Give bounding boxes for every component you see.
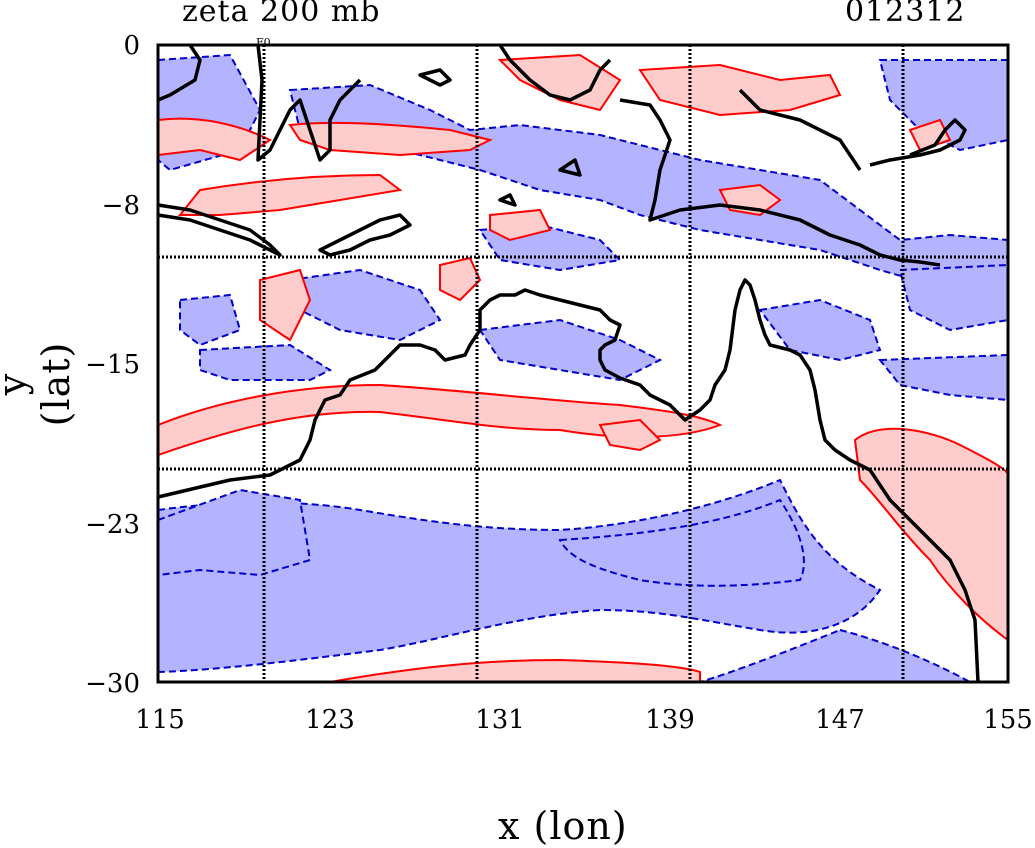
- positive-region-middle-1: [259, 268, 312, 342]
- plot-frame: [156, 43, 1010, 684]
- positive-region-north-1: [288, 121, 493, 157]
- y-tick-minus-23: −23: [85, 510, 140, 540]
- positive-region-north-6: [489, 208, 552, 242]
- negative-region-east-2: [877, 353, 1008, 402]
- negative-region-middle-4: [478, 318, 663, 382]
- y-tick-minus-15: −15: [85, 350, 140, 380]
- y-tick-minus-30: −30: [85, 669, 140, 699]
- station-marker: F0: [256, 36, 271, 49]
- negative-region-east-1: [898, 263, 1008, 332]
- positive-region-northwest: [158, 117, 272, 162]
- positive-region-middle-3: [598, 418, 662, 452]
- x-tick-123: 123: [305, 705, 355, 735]
- y-tick-0: 0: [123, 31, 140, 61]
- y-tick-minus-8: −8: [102, 191, 140, 221]
- x-tick-147: 147: [815, 705, 865, 735]
- negative-region-middle-5: [758, 298, 882, 362]
- x-axis-label: x (lon): [498, 804, 628, 848]
- negative-region-southwest: [158, 488, 312, 577]
- x-tick-139: 139: [645, 705, 695, 735]
- map-title: zeta 200 mb: [182, 0, 381, 29]
- x-tick-labels: 115 123 131 139 147 155: [135, 705, 1033, 735]
- new-guinea-coastline: [619, 98, 941, 267]
- y-axis-label: y (lat): [0, 341, 78, 427]
- x-tick-115: 115: [135, 705, 185, 735]
- positive-region-east: [853, 427, 1008, 642]
- new-britain-coastline: [869, 118, 967, 167]
- y-tick-labels: 0 −8 −15 −23 −30: [85, 31, 140, 699]
- halmahera-coastline: [498, 44, 612, 102]
- coastlines: [157, 44, 980, 683]
- islands-coastline: [418, 68, 582, 207]
- positive-region-north-3: [497, 53, 622, 112]
- positive-region-bottom: [329, 658, 701, 682]
- australia-coastline: [157, 278, 980, 683]
- x-tick-131: 131: [475, 705, 525, 735]
- positive-region-north-2: [177, 173, 403, 216]
- positive-region-band: [158, 383, 723, 457]
- negative-region-south-2: [558, 498, 805, 587]
- java-coastline: [157, 203, 282, 257]
- negative-region-middle-1: [288, 268, 442, 342]
- negative-region-north-3: [878, 59, 1008, 152]
- x-tick-155: 155: [983, 705, 1033, 735]
- positive-region-east-2: [908, 118, 952, 152]
- timor-coastline: [318, 213, 412, 257]
- positive-region-middle-2: [439, 256, 482, 302]
- negative-region-middle-2: [179, 293, 242, 347]
- new-guinea-north-coastline: [738, 88, 862, 171]
- borneo-coastline: [157, 44, 202, 102]
- map-datetime: 012312: [845, 0, 966, 29]
- sulawesi-coastline: [256, 44, 362, 162]
